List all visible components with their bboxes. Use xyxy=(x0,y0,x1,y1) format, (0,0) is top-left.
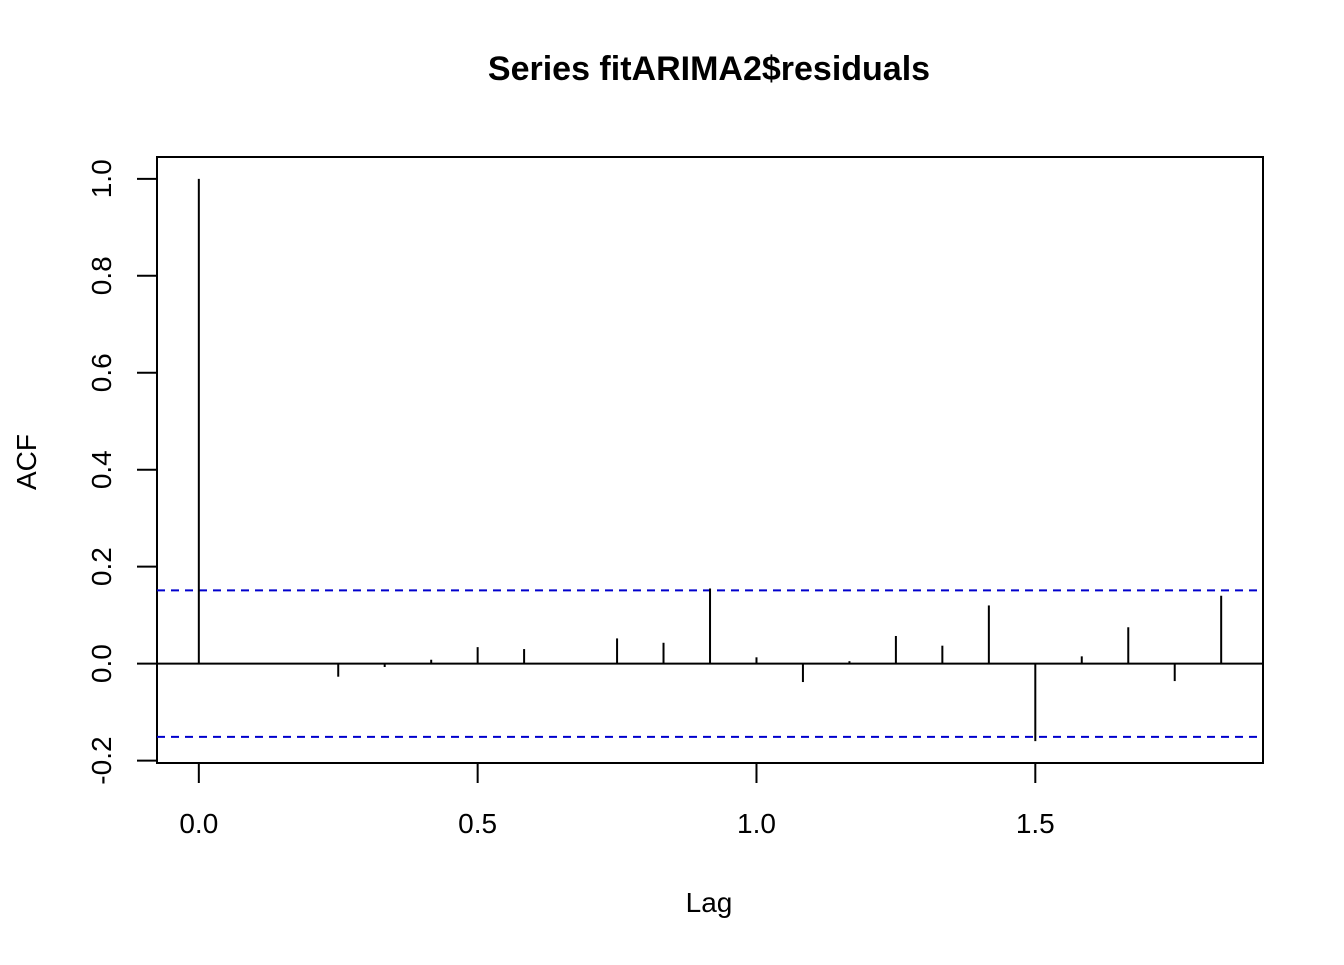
y-tick-label: -0.2 xyxy=(86,736,117,784)
x-axis: 0.0 0.5 1.0 1.5 xyxy=(179,762,1055,839)
x-tick-label: 0.0 xyxy=(179,808,218,839)
y-axis: -0.2 0.0 0.2 0.4 0.6 0.8 1.0 xyxy=(86,159,158,785)
plot-area xyxy=(157,178,1263,742)
chart-title: Series fitARIMA2$residuals xyxy=(488,50,930,88)
y-tick-label: 0.8 xyxy=(86,256,117,295)
x-tick-label: 1.5 xyxy=(1016,808,1055,839)
x-axis-label: Lag xyxy=(686,887,733,918)
y-tick-label: 0.2 xyxy=(86,547,117,586)
x-tick-label: 0.5 xyxy=(458,808,497,839)
x-tick-label: 1.0 xyxy=(737,808,776,839)
y-tick-label: 0.6 xyxy=(86,353,117,392)
y-tick-label: 0.0 xyxy=(86,644,117,683)
plot-frame xyxy=(156,156,1264,764)
y-tick-label: 0.4 xyxy=(86,450,117,489)
y-axis-label: ACF xyxy=(11,434,42,490)
y-tick-label: 1.0 xyxy=(86,159,117,198)
